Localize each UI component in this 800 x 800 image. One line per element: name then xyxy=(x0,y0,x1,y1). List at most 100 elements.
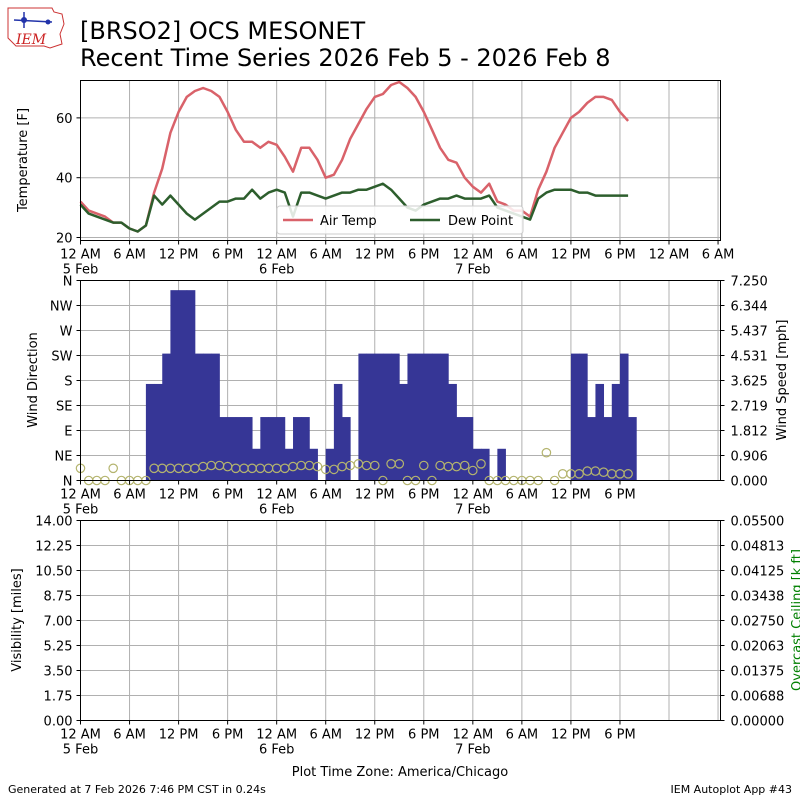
x-tick-label: 12 AM xyxy=(60,488,101,503)
wind-speed-bar xyxy=(366,353,376,481)
direction-tick-label: S xyxy=(64,375,72,390)
x-tick-label: 6 PM xyxy=(408,248,439,263)
x-tick-label: 6 PM xyxy=(212,488,243,503)
x-tick-label: 12 AM xyxy=(256,728,297,743)
x-tick-label: 6 AM xyxy=(506,728,539,743)
speed-tick-label: 4.531 xyxy=(731,350,768,365)
wind-speed-bar xyxy=(211,353,220,481)
ceiling-tick-label: 0.03438 xyxy=(731,590,785,605)
wind-direction-marker xyxy=(418,460,429,471)
chart-title-line2: Recent Time Series 2026 Feb 5 - 2026 Feb… xyxy=(80,44,611,72)
wind-direction-marker xyxy=(312,461,323,472)
direction-tick-label: N xyxy=(63,475,73,490)
wind-speed-bar xyxy=(203,353,212,481)
temperature-series xyxy=(79,80,630,233)
speed-tick-label: 5.437 xyxy=(731,325,768,340)
wind-speed-bar xyxy=(260,417,269,481)
x-tick-label: 6 PM xyxy=(604,248,635,263)
wind-speed-bar xyxy=(252,448,261,481)
y-tick-label: 60 xyxy=(56,112,73,127)
ceiling-tick-label: 0.00000 xyxy=(731,715,785,730)
wind-speed-bar xyxy=(333,383,343,481)
wind-speed-bar xyxy=(431,353,441,481)
x-tick-label: 6 AM xyxy=(113,488,146,503)
visibility-tick-label: 8.75 xyxy=(44,590,73,605)
x-tick-label: 6 AM xyxy=(309,248,342,263)
wind-direction-ticks: N NE E SE S SW W NW N xyxy=(50,275,81,490)
speed-tick-label: 0.000 xyxy=(731,475,768,490)
wind-speed-bar xyxy=(293,417,302,481)
x-tick-label: 12 PM xyxy=(551,488,591,503)
date-label: 6 Feb xyxy=(259,503,294,518)
wind-direction-marker xyxy=(329,464,339,475)
wind-direction-marker xyxy=(369,460,380,471)
direction-tick-label: N xyxy=(63,275,73,290)
wind-speed-bar xyxy=(570,353,580,481)
x-tick-label: 6 PM xyxy=(604,488,635,503)
visibility-tick-label: 12.25 xyxy=(35,540,72,555)
wind-speed-bar xyxy=(194,353,204,481)
wind-speed-ticks: 0.000 0.906 1.812 2.719 3.625 4.531 5.437 6.344… xyxy=(720,275,768,490)
ceiling-tick-label: 0.05500 xyxy=(731,515,785,530)
ceiling-tick-label: 0.02750 xyxy=(731,615,785,630)
date-label: 5 Feb xyxy=(63,263,98,278)
x-tick-label: 12 AM xyxy=(452,728,493,743)
generated-timestamp: Generated at 7 Feb 2026 7:46 PM CST in 0… xyxy=(8,783,266,796)
wind-speed-bar xyxy=(619,353,629,481)
wind-speed-bar xyxy=(587,417,596,481)
wind-speed-bar xyxy=(448,383,457,481)
wind-direction-marker xyxy=(476,458,486,469)
series-line-air-temp xyxy=(79,80,630,233)
x-tick-label: 6 AM xyxy=(702,248,735,263)
wind-speed-label: Wind Speed [mph] xyxy=(775,320,790,441)
visibility-tick-label: 7.00 xyxy=(44,615,73,630)
temperature-y-label: Temperature [F] xyxy=(16,108,31,213)
visibility-tick-label: 5.25 xyxy=(44,640,73,655)
date-label: 7 Feb xyxy=(455,743,490,758)
direction-tick-label: NW xyxy=(50,300,73,315)
wind-speed-bar xyxy=(595,383,605,481)
wind-speed-bar xyxy=(342,417,351,481)
app-credit: IEM Autoplot App #43 xyxy=(670,783,793,796)
visibility-panel: 0.001.753.505.257.008.7510.5012.2514.00 … xyxy=(10,515,800,781)
wind-direction-marker xyxy=(574,468,584,479)
wind-speed-bars xyxy=(145,290,637,481)
visibility-tick-label: 0.00 xyxy=(44,715,73,730)
x-tick-label: 6 AM xyxy=(506,248,539,263)
wind-speed-bar xyxy=(358,353,367,481)
speed-tick-label: 6.344 xyxy=(731,300,768,315)
wind-speed-bar xyxy=(440,353,449,481)
x-tick-label: 6 PM xyxy=(212,728,243,743)
date-label: 5 Feb xyxy=(63,743,98,758)
ceiling-tick-label: 0.00688 xyxy=(731,690,785,705)
x-tick-label: 12 PM xyxy=(355,248,395,263)
date-label: 6 Feb xyxy=(259,263,294,278)
wind-speed-bar xyxy=(391,353,400,481)
wind-direction-marker xyxy=(394,458,405,469)
wind-speed-bar xyxy=(219,417,229,481)
visibility-y-label: Visibility [miles] xyxy=(10,568,25,671)
temperature-panel: 20 40 60 12 AM 6 AM 12 PM 6 PM 12 AM 6 AM 12 PM 6… xyxy=(16,80,735,278)
wind-direction-marker xyxy=(623,468,633,479)
temperature-legend: Air Temp Dew Point xyxy=(276,205,524,235)
x-tick-label: 6 AM xyxy=(506,488,539,503)
legend-dew-point-label: Dew Point xyxy=(448,214,513,229)
ceiling-tick-label: 0.02063 xyxy=(731,640,785,655)
wind-speed-bar xyxy=(579,353,588,481)
wind-speed-bar xyxy=(415,353,425,481)
direction-tick-label: SW xyxy=(51,350,72,365)
wind-speed-bar xyxy=(374,353,384,481)
wind-speed-bar xyxy=(301,417,310,481)
wind-direction-marker xyxy=(108,463,118,474)
x-tick-label: 12 PM xyxy=(355,728,395,743)
wind-speed-bar xyxy=(497,448,506,481)
speed-tick-label: 3.625 xyxy=(731,375,768,390)
direction-tick-label: E xyxy=(64,425,72,440)
wind-speed-bar xyxy=(628,417,637,481)
visibility-ticks: 0.00 1.75 3.50 5.25 7.00 8.75 10.50 12.25 14.00 xyxy=(35,515,81,730)
wind-speed-bar xyxy=(464,417,474,481)
wind-speed-bar xyxy=(382,353,392,481)
visibility-tick-label: 3.50 xyxy=(44,665,73,680)
iem-logo: IEM xyxy=(7,7,65,49)
